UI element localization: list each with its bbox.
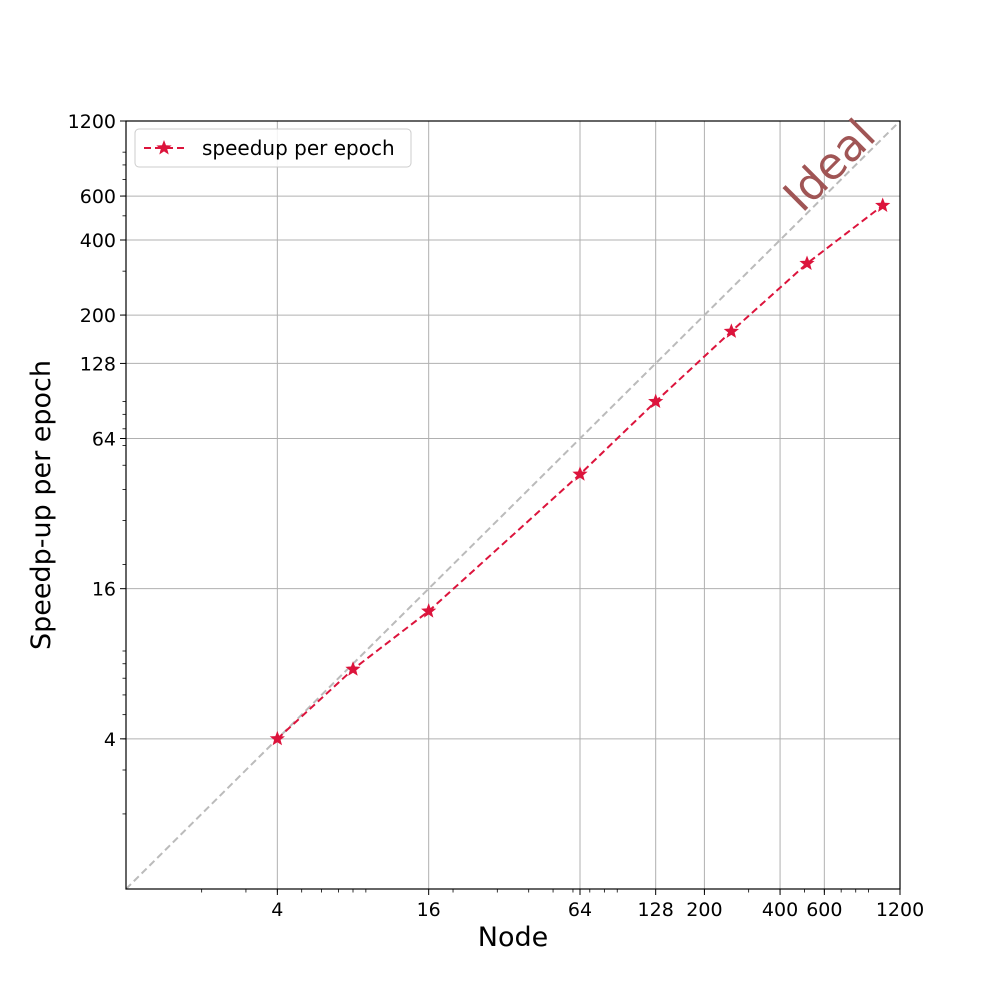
x-tick-label: 200 <box>686 899 722 921</box>
data-point-star <box>572 466 588 481</box>
axis-ticks: 4 16 64 128 200 400 600 1200 4 16 64 128 200 400 600 12… <box>68 111 925 921</box>
plot-frame <box>125 120 901 890</box>
data-point-star <box>875 197 891 212</box>
y-tick-label: 1200 <box>68 111 116 133</box>
x-tick-label: 400 <box>762 899 798 921</box>
y-tick-label: 4 <box>104 729 116 751</box>
data-point-star <box>269 730 285 746</box>
x-tick-label: 1200 <box>876 899 924 921</box>
series-line <box>276 204 884 740</box>
data-point-star <box>345 661 361 676</box>
x-axis-label: Node <box>478 922 548 953</box>
series-layer <box>269 197 891 746</box>
y-tick-label: 200 <box>80 305 116 327</box>
data-point-star <box>648 393 664 409</box>
y-tick-label: 64 <box>92 429 116 451</box>
grid-lines <box>126 120 901 889</box>
legend-label: speedup per epoch <box>202 136 395 160</box>
y-tick-label: 128 <box>80 353 116 375</box>
x-tick-label: 4 <box>271 899 283 921</box>
x-tick-label: 16 <box>417 899 441 921</box>
x-tick-label: 64 <box>568 899 592 921</box>
x-tick-label: 128 <box>638 899 674 921</box>
ideal-label: Ideal <box>774 110 886 222</box>
legend: speedup per epoch <box>134 128 412 168</box>
y-tick-label: 600 <box>80 186 116 208</box>
ideal-reference-line <box>125 120 901 890</box>
y-axis-label: Speedp-up per epoch <box>26 360 57 650</box>
legend-box <box>134 128 412 168</box>
y-tick-label: 16 <box>92 579 116 601</box>
legend-star-marker <box>156 140 172 155</box>
data-point-star <box>421 603 437 618</box>
data-point-star <box>799 255 815 270</box>
data-point-star <box>723 323 739 338</box>
ideal-line <box>125 120 901 890</box>
x-tick-label: 600 <box>806 899 842 921</box>
y-tick-label: 400 <box>80 230 116 252</box>
